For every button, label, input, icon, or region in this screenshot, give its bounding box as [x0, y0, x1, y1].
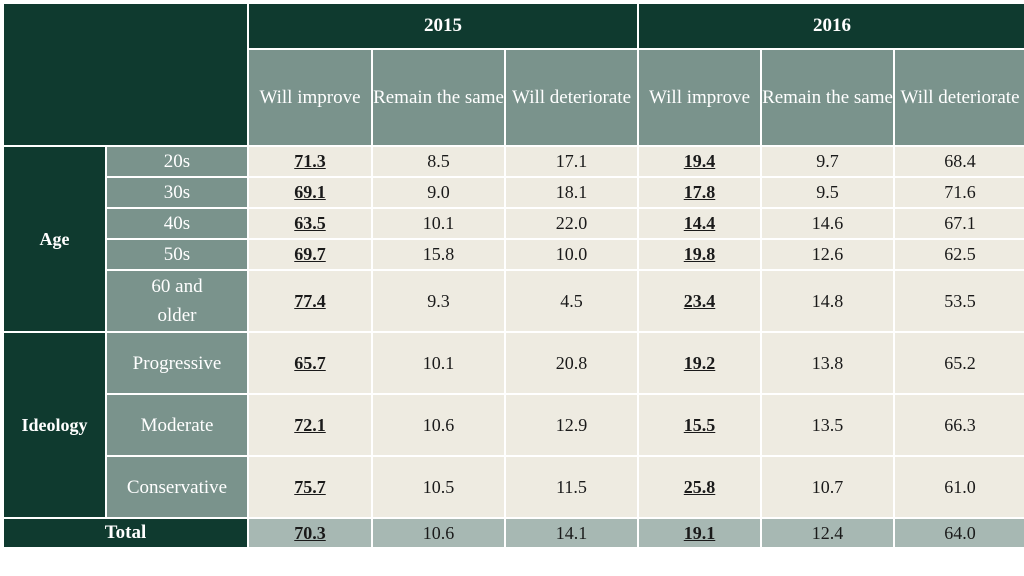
table-cell: 61.0 — [893, 455, 1024, 519]
table-cell: 15.5 — [637, 393, 763, 457]
table-cell: 77.4 — [247, 269, 373, 333]
total-label: Total — [2, 517, 249, 549]
table-cell: 14.4 — [637, 207, 763, 240]
column-header: Remain the same — [371, 48, 506, 147]
total-cell: 12.4 — [760, 517, 896, 549]
table-cell: 19.4 — [637, 145, 763, 178]
table-cell: 10.5 — [371, 455, 506, 519]
table-cell: 10.0 — [503, 238, 640, 271]
table-cell: 17.8 — [637, 176, 763, 209]
table-cell: 18.1 — [503, 176, 640, 209]
table-cell: 67.1 — [893, 207, 1024, 240]
year-header-2016: 2016 — [637, 2, 1024, 50]
table-cell: 25.8 — [637, 455, 763, 519]
row-label: 30s — [105, 176, 249, 209]
row-label: 20s — [105, 145, 249, 178]
table-cell: 4.5 — [503, 269, 640, 333]
table-cell: 8.5 — [371, 145, 506, 178]
table-cell: 69.1 — [247, 176, 373, 209]
row-label: 40s — [105, 207, 249, 240]
table-cell: 19.8 — [637, 238, 763, 271]
total-cell: 10.6 — [371, 517, 506, 549]
total-cell: 14.1 — [503, 517, 640, 549]
row-label: Conservative — [105, 455, 249, 519]
table-cell: 10.1 — [371, 207, 506, 240]
table-cell: 14.8 — [760, 269, 896, 333]
table-cell: 19.2 — [637, 331, 763, 395]
table-cell: 62.5 — [893, 238, 1024, 271]
table-cell: 10.1 — [371, 331, 506, 395]
row-label: 60 and older — [105, 269, 249, 333]
table-cell: 66.3 — [893, 393, 1024, 457]
table-cell: 75.7 — [247, 455, 373, 519]
table-cell: 14.6 — [760, 207, 896, 240]
year-header-2015: 2015 — [246, 2, 640, 50]
table-cell: 13.8 — [760, 331, 896, 395]
table-cell: 20.8 — [503, 331, 640, 395]
table-cell: 9.7 — [760, 145, 896, 178]
table-cell: 17.1 — [503, 145, 640, 178]
table-cell: 9.0 — [371, 176, 506, 209]
table-cell: 10.7 — [760, 455, 896, 519]
table-cell: 12.6 — [760, 238, 896, 271]
table-cell: 13.5 — [760, 393, 896, 457]
column-header: Will improve — [247, 48, 373, 147]
table-cell: 9.5 — [760, 176, 896, 209]
table-cell: 23.4 — [637, 269, 763, 333]
table-cell: 69.7 — [247, 238, 373, 271]
table-cell: 15.8 — [371, 238, 506, 271]
group-label-ideology: Ideology — [2, 331, 107, 519]
column-header: Will improve — [637, 48, 763, 147]
total-cell: 64.0 — [893, 517, 1024, 549]
table-cell: 63.5 — [247, 207, 373, 240]
table-cell: 65.7 — [247, 331, 373, 395]
table-cell: 65.2 — [893, 331, 1024, 395]
row-label: Moderate — [105, 393, 249, 457]
total-cell: 19.1 — [637, 517, 763, 549]
column-header: Will deteriorate — [893, 48, 1024, 147]
row-label: Progressive — [105, 331, 249, 395]
table-cell: 71.6 — [893, 176, 1024, 209]
table-cell: 71.3 — [247, 145, 373, 178]
column-header: Will deteriorate — [503, 48, 640, 147]
row-label: 50s — [105, 238, 249, 271]
survey-table: 2015 2016 Will improve Remain the same W… — [2, 2, 1024, 549]
column-header: Remain the same — [760, 48, 896, 147]
table-cell: 68.4 — [893, 145, 1024, 178]
total-cell: 70.3 — [247, 517, 373, 549]
table-cell: 12.9 — [503, 393, 640, 457]
corner-cell — [2, 2, 249, 147]
table-cell: 10.6 — [371, 393, 506, 457]
group-label-age: Age — [2, 145, 107, 333]
table-cell: 9.3 — [371, 269, 506, 333]
table-cell: 72.1 — [247, 393, 373, 457]
table-cell: 11.5 — [503, 455, 640, 519]
table-cell: 22.0 — [503, 207, 640, 240]
table-cell: 53.5 — [893, 269, 1024, 333]
